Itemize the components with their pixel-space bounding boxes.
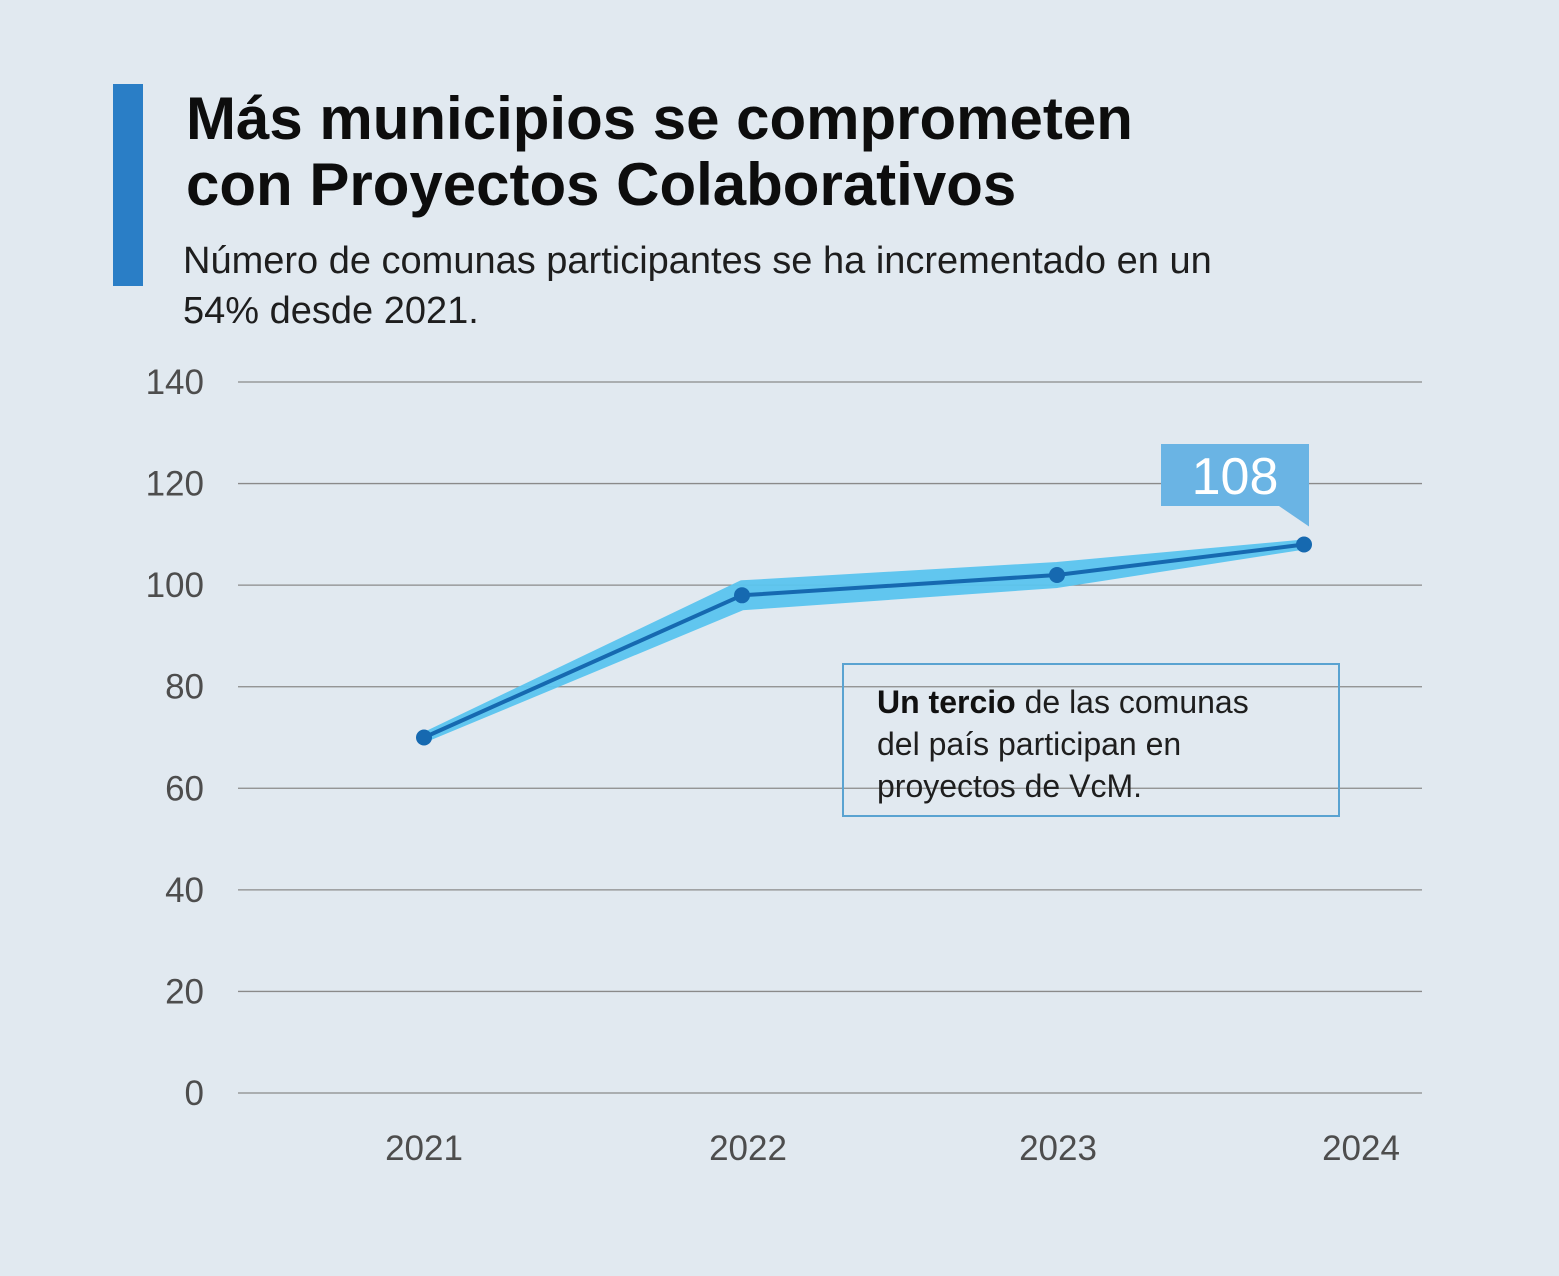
title-line-1: Más municipios se comprometen bbox=[186, 85, 1133, 152]
annotation-line-1: de las comunas bbox=[1015, 684, 1249, 720]
annotation-box: Un tercio de las comunas del país partic… bbox=[842, 663, 1340, 817]
callout-background bbox=[1161, 444, 1309, 527]
y-tick-label-60: 60 bbox=[165, 769, 204, 808]
data-point-2023 bbox=[1049, 566, 1065, 583]
chart-subtitle: Número de comunas participantes se ha in… bbox=[183, 236, 1483, 336]
y-axis-ticks: 0 20 40 60 80 100 120 140 bbox=[146, 363, 204, 1113]
y-tick-label-120: 120 bbox=[146, 465, 204, 504]
data-point-2021 bbox=[416, 729, 432, 746]
y-tick-label-140: 140 bbox=[146, 363, 204, 402]
x-tick-label-2022: 2022 bbox=[709, 1129, 787, 1168]
annotation-line-3: proyectos de VcM. bbox=[877, 768, 1142, 804]
chart-title: Más municipios se comprometen con Proyec… bbox=[186, 86, 1486, 218]
data-point-2024 bbox=[1296, 536, 1312, 553]
annotation-bold: Un tercio bbox=[877, 684, 1016, 720]
y-tick-label-100: 100 bbox=[146, 566, 204, 605]
data-point-2022 bbox=[734, 587, 750, 604]
annotation-line-2: del país participan en bbox=[877, 726, 1182, 762]
x-tick-label-2023: 2023 bbox=[1019, 1129, 1097, 1168]
subtitle-line-2: 54% desde 2021. bbox=[183, 290, 479, 332]
series-line bbox=[423, 542, 1305, 740]
y-tick-label-80: 80 bbox=[165, 668, 204, 707]
y-tick-label-0: 0 bbox=[185, 1074, 204, 1113]
y-tick-label-40: 40 bbox=[165, 871, 204, 910]
x-tick-label-2021: 2021 bbox=[385, 1129, 463, 1168]
value-callout: 108 bbox=[1161, 444, 1309, 527]
x-axis-ticks: 2021 2022 2023 2024 bbox=[385, 1129, 1400, 1168]
x-tick-label-2024: 2024 bbox=[1322, 1129, 1400, 1168]
subtitle-line-1: Número de comunas participantes se ha in… bbox=[183, 240, 1212, 282]
data-points bbox=[416, 536, 1312, 746]
title-line-2: con Proyectos Colaborativos bbox=[186, 151, 1017, 218]
y-tick-label-20: 20 bbox=[165, 972, 204, 1011]
accent-bar bbox=[113, 84, 143, 286]
callout-label: 108 bbox=[1192, 448, 1279, 506]
